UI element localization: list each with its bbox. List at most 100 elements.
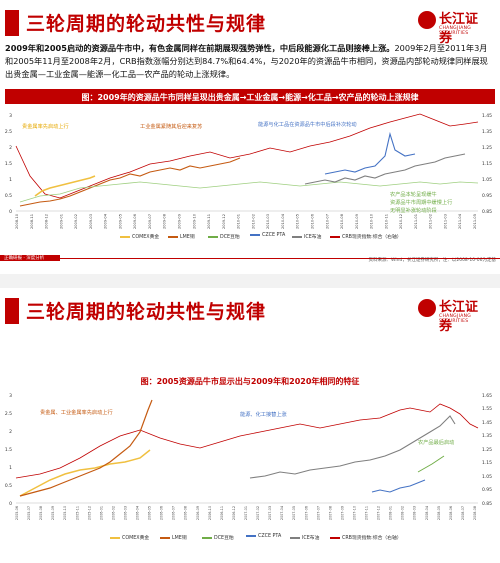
x-tick-label: 2009-09 xyxy=(178,213,182,229)
x-tick-label: 2011-03 xyxy=(443,214,447,229)
x-tick-label: 2008-01 xyxy=(389,506,393,520)
y-right-tick: 1.25 xyxy=(482,145,492,151)
x-tick-label: 2006-04 xyxy=(136,506,140,520)
x-tick-label: 2005-08 xyxy=(39,506,43,520)
y-right-tick: 0.85 xyxy=(482,501,492,507)
x-tick-label: 2007-04 xyxy=(280,506,284,520)
x-tick-label: 2006-12 xyxy=(232,506,236,520)
legend-item: COMEX黄金 xyxy=(120,233,159,240)
title-accent-bar xyxy=(5,298,19,324)
x-tick-label: 2009-11 xyxy=(207,214,211,229)
x-tick-label: 2010-02 xyxy=(251,214,255,229)
brand-logo: 长江证券 CHANGJIANG SECURITIES xyxy=(418,296,490,334)
x-tick-label: 2006-05 xyxy=(148,506,152,520)
x-tick-label: 2009-06 xyxy=(133,213,137,229)
logo-icon xyxy=(418,11,436,29)
x-tick-label: 2010-03 xyxy=(266,214,270,229)
series-brent xyxy=(304,153,466,185)
legend-item: LME铜 xyxy=(168,233,195,240)
x-tick-label: 2009-10 xyxy=(192,213,196,229)
y-right-tick: 0.85 xyxy=(482,209,492,215)
y-right-tick: 1.15 xyxy=(482,161,492,167)
annotation-metals: 贵金属、工业金属率先启动上行 xyxy=(40,408,113,416)
title-accent-bar xyxy=(5,10,19,36)
summary-bold: 2009年和2005启动的资源品牛市中，有色金属同样在前期展现强势弹性，中后段能… xyxy=(5,43,395,53)
legend-item: CZCE PTA xyxy=(246,534,281,539)
x-tick-label: 2008-06 xyxy=(449,506,453,520)
chart-legend: COMEX黄金 LME铜 DCE豆粕 CZCE PTA ICE布油 CRB现货指… xyxy=(0,233,500,245)
logo-subtext: CHANGJIANG SECURITIES xyxy=(439,314,472,324)
x-tick-label: 2006-07 xyxy=(172,506,176,520)
y-left-tick: 0 xyxy=(9,209,12,215)
legend-item: CRB现货指数:综合（右轴） xyxy=(330,233,402,240)
y-right-tick: 1.65 xyxy=(482,393,492,399)
x-tick-label: 2011-01 xyxy=(414,214,418,229)
x-tick-label: 2010-09 xyxy=(355,213,359,229)
x-tick-label: 2009-08 xyxy=(163,213,167,229)
x-tick-label: 2009-01 xyxy=(59,214,63,229)
x-tick-label: 2009-04 xyxy=(104,213,108,229)
series-crb xyxy=(15,403,479,479)
annotation-copper: 工业金属紧随其后迎来复苏 xyxy=(140,122,202,130)
x-tick-label: 2011-05 xyxy=(473,214,477,229)
x-tick-label: 2008-03 xyxy=(413,506,417,520)
annotation-agri: 农产品最后启动 xyxy=(418,438,454,446)
footer-rule xyxy=(60,258,500,259)
annotation-agri-2: 资源品牛市周期中缓慢上行 xyxy=(390,198,452,206)
annotation-energy: 能源、化工接替上涨 xyxy=(240,410,288,418)
y-right-tick: 1.45 xyxy=(482,420,492,426)
chart-2009: 3 2.5 2 1.5 1 0.5 0 1.45 1.35 1.25 1.15 … xyxy=(5,113,492,229)
series-pta xyxy=(324,131,416,175)
x-tick-label: 2006-10 xyxy=(208,506,212,520)
x-tick-label: 2009-07 xyxy=(148,214,152,229)
x-tick-label: 2007-08 xyxy=(328,506,332,520)
y-right-tick: 0.95 xyxy=(482,487,492,493)
chart-2005: 3 2.5 2 1.5 1 0.5 0 1.65 1.55 1.45 1.35 … xyxy=(5,393,492,520)
footer-left-text: 正确研报 · 深度分析 xyxy=(4,256,45,261)
series-soymeal xyxy=(19,181,479,203)
slide-1: 三轮周期的轮动共性与规律 长江证券 CHANGJIANG SECURITIES … xyxy=(0,0,500,274)
annotation-gold: 贵金属率先启动上行 xyxy=(22,122,69,130)
chart-title: 图：2005资源品牛市显示出与2009年和2020年相同的特征 xyxy=(140,377,360,386)
y-right-tick: 1.45 xyxy=(482,113,492,119)
x-tick-label: 2010-08 xyxy=(340,213,344,229)
chart-title-bar xyxy=(5,89,495,104)
x-tick-label: 2008-02 xyxy=(401,506,405,520)
x-tick-label: 2007-10 xyxy=(352,506,356,520)
legend-item: ICE布油 xyxy=(292,233,321,240)
x-tick-label: 2007-06 xyxy=(304,506,308,520)
x-tick-label: 2008-10 xyxy=(15,213,19,229)
y-right-tick: 1.25 xyxy=(482,447,492,453)
y-right-tick: 1.55 xyxy=(482,406,492,412)
series-pta xyxy=(371,479,426,493)
y-left-tick: 2.5 xyxy=(5,129,12,135)
series-gold xyxy=(19,449,151,497)
y-left-tick: 3 xyxy=(9,113,12,119)
x-tick-label: 2007-01 xyxy=(244,506,248,520)
x-tick-label: 2011-02 xyxy=(429,214,433,229)
x-tick-label: 2007-07 xyxy=(316,506,320,520)
x-tick-label: 2010-06 xyxy=(310,213,314,229)
x-tick-label: 2005-09 xyxy=(51,506,55,520)
x-tick-label: 2008-05 xyxy=(437,506,441,520)
x-tick-label: 2005-10 xyxy=(63,506,67,520)
x-tick-label: 2009-12 xyxy=(222,214,226,229)
chart-legend: COMEX黄金 LME铜 DCE豆粕 CZCE PTA ICE布油 CRB现货指… xyxy=(0,534,500,546)
x-tick-label: 2006-08 xyxy=(184,506,188,520)
x-tick-label: 2010-11 xyxy=(384,214,388,229)
legend-item: LME铜 xyxy=(160,534,187,541)
x-tick-label: 2010-10 xyxy=(370,213,374,229)
y-left-tick: 0.5 xyxy=(5,193,12,199)
footer-source: 资料来源：Wind，长江证券研究所；注：以2008-10-06为定基 xyxy=(368,258,496,263)
logo-text: 长江证券 xyxy=(439,12,479,46)
x-tick-label: 2009-02 xyxy=(74,214,78,229)
x-tick-label: 2008-07 xyxy=(461,506,465,520)
legend-item: ICE布油 xyxy=(290,534,319,541)
legend-item: COMEX黄金 xyxy=(110,534,149,541)
series-brent xyxy=(249,415,456,479)
y-left-tick: 1 xyxy=(9,177,12,183)
y-left-tick: 3 xyxy=(9,393,12,399)
x-tick-label: 2005-06 xyxy=(15,506,19,520)
y-left-tick: 1.5 xyxy=(5,447,12,453)
x-tick-label: 2005-12 xyxy=(87,506,91,520)
